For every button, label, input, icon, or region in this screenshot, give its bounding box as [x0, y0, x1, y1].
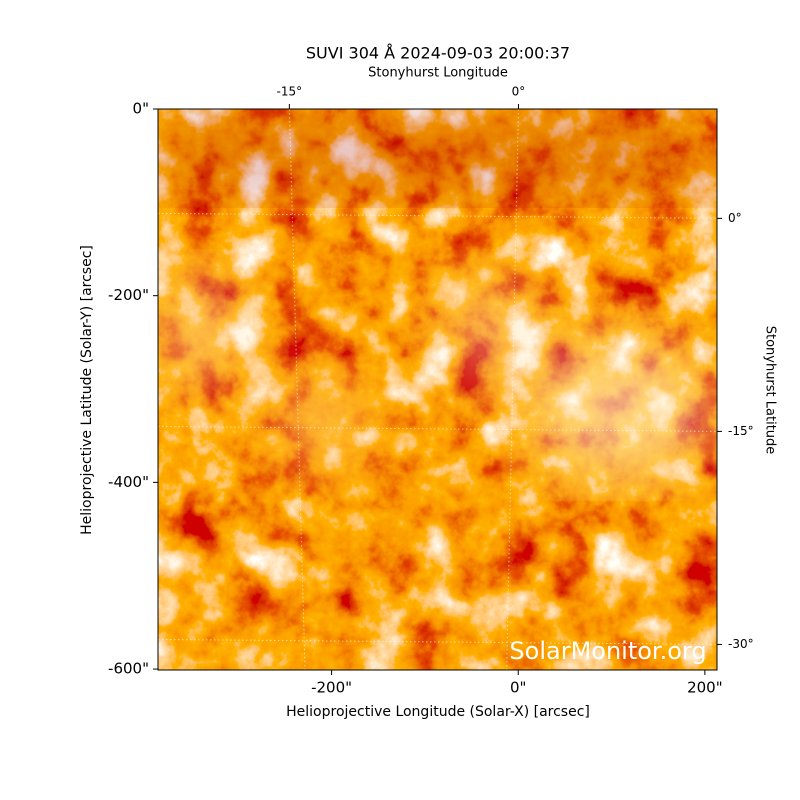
- x-tick-label: 200": [687, 679, 723, 697]
- y-tick-label: 0": [133, 100, 149, 118]
- y-tick-label: -200": [108, 286, 149, 304]
- solar-image: [158, 109, 717, 670]
- x-tick-label: -200": [311, 679, 352, 697]
- y2-axis-label: Stonyhurst Latitude: [763, 326, 778, 455]
- x2-axis-label: Stonyhurst Longitude: [368, 66, 508, 81]
- y-tick-label: -400": [108, 473, 149, 491]
- y-tick-label: -600": [108, 660, 149, 678]
- grid-line: [157, 425, 718, 432]
- y2-tick-label: -15°: [728, 424, 754, 438]
- x-tick-label: 0": [510, 679, 526, 697]
- grid-line: [506, 108, 519, 671]
- grid-line: [157, 638, 718, 645]
- x2-tick-label: 0°: [512, 85, 526, 99]
- y2-tick-label: 0°: [728, 211, 742, 225]
- grid-line: [157, 212, 718, 219]
- chart-title: SUVI 304 Å 2024-09-03 20:00:37: [306, 44, 570, 63]
- axes-frame: [157, 108, 718, 671]
- x2-tick-label: -15°: [277, 85, 303, 99]
- x-axis-label: Helioprojective Longitude (Solar-X) [arc…: [286, 704, 590, 720]
- watermark: SolarMonitor.org: [509, 637, 706, 665]
- grid-line: [288, 108, 306, 671]
- y-axis-label: Helioprojective Latitude (Solar-Y) [arcs…: [79, 245, 95, 535]
- y2-tick-label: -30°: [728, 637, 754, 651]
- grid: [157, 108, 718, 671]
